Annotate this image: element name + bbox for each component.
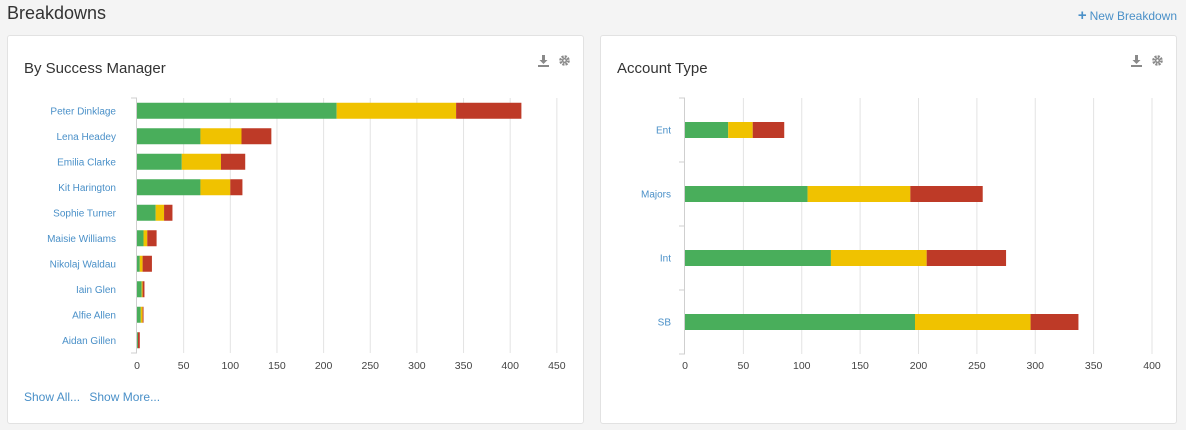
- show-all-link[interactable]: Show All...: [24, 390, 81, 404]
- panel-tools: [1130, 54, 1164, 67]
- panel-links: Show All... Show More...: [24, 390, 166, 404]
- bar-segment[interactable]: [142, 255, 152, 272]
- bar-segment[interactable]: [137, 306, 141, 323]
- success-manager-panel: By Success Manager Peter Dinklage Lena He…: [7, 35, 584, 424]
- bar-segment[interactable]: [752, 122, 785, 138]
- plus-icon: +: [1077, 7, 1087, 24]
- bar-segment[interactable]: [910, 186, 983, 202]
- bar-segment[interactable]: [230, 179, 243, 196]
- bar-segment[interactable]: [220, 153, 246, 170]
- bar-segment[interactable]: [728, 122, 753, 138]
- x-tick-label: 150: [851, 360, 869, 372]
- gear-icon[interactable]: [558, 54, 571, 67]
- category-label[interactable]: Iain Glen: [76, 285, 116, 296]
- x-tick-label: 0: [134, 360, 140, 372]
- new-breakdown-label: New Breakdown: [1089, 9, 1177, 23]
- bar-segment[interactable]: [141, 281, 143, 298]
- bar-segment[interactable]: [200, 179, 231, 196]
- x-tick-label: 300: [1026, 360, 1044, 372]
- bar-segment[interactable]: [137, 153, 182, 170]
- x-tick-label: 100: [222, 360, 240, 372]
- category-label[interactable]: Lena Headey: [57, 132, 117, 143]
- bar-segment[interactable]: [200, 128, 242, 145]
- bar-segment[interactable]: [685, 186, 808, 202]
- x-tick-label: 350: [1085, 360, 1103, 372]
- category-label[interactable]: Emilia Clarke: [57, 157, 116, 168]
- category-label[interactable]: Majors: [641, 190, 671, 201]
- x-tick-label: 450: [548, 360, 566, 372]
- x-tick-label: 250: [968, 360, 986, 372]
- account-type-chart: Ent Majors Int SB 0 50 100 150 200 250 300 350 400: [641, 97, 1161, 372]
- x-tick-label: 300: [408, 360, 426, 372]
- bar-segment[interactable]: [139, 255, 143, 272]
- x-tick-label: 200: [910, 360, 928, 372]
- x-tick-label: 400: [1143, 360, 1161, 372]
- bar-segment[interactable]: [164, 204, 173, 221]
- download-icon[interactable]: [1130, 54, 1143, 67]
- bar-segment[interactable]: [147, 230, 157, 247]
- page-title: Breakdowns: [7, 3, 107, 23]
- bar-segment[interactable]: [137, 255, 140, 272]
- bar-segment[interactable]: [914, 314, 1031, 330]
- bar-segment[interactable]: [685, 122, 729, 138]
- bar-segment[interactable]: [456, 102, 522, 119]
- panel-title: By Success Manager: [24, 60, 166, 77]
- category-label[interactable]: Maisie Williams: [47, 234, 116, 245]
- x-tick-label: 150: [268, 360, 286, 372]
- category-label[interactable]: Alfie Allen: [72, 310, 116, 321]
- bar-segment[interactable]: [155, 204, 165, 221]
- gear-icon[interactable]: [1151, 54, 1164, 67]
- panel-title: Account Type: [617, 60, 708, 77]
- bar-segment[interactable]: [241, 128, 272, 145]
- bar-segment[interactable]: [830, 250, 927, 266]
- account-type-panel: Account Type Ent Majors Int SB 0 50 100 150 200 2…: [600, 35, 1177, 424]
- show-more-link[interactable]: Show More...: [89, 390, 161, 404]
- bar-segment[interactable]: [142, 281, 145, 298]
- x-tick-label: 100: [793, 360, 811, 372]
- x-tick-label: 50: [738, 360, 750, 372]
- x-tick-label: 0: [682, 360, 688, 372]
- bar-segment[interactable]: [137, 281, 142, 298]
- download-icon[interactable]: [537, 54, 550, 67]
- category-label[interactable]: Nikolaj Waldau: [50, 259, 116, 270]
- new-breakdown-button[interactable]: + New Breakdown: [1077, 7, 1177, 24]
- category-label[interactable]: SB: [658, 318, 672, 329]
- category-label[interactable]: Int: [660, 254, 671, 265]
- bar-segment[interactable]: [137, 128, 201, 145]
- bar-segment[interactable]: [137, 179, 201, 196]
- bar-segment[interactable]: [137, 332, 140, 349]
- bar-segment[interactable]: [336, 102, 457, 119]
- bar-segment[interactable]: [807, 186, 911, 202]
- bar-segment[interactable]: [926, 250, 1007, 266]
- x-tick-label: 200: [315, 360, 333, 372]
- x-tick-label: 50: [178, 360, 190, 372]
- panel-tools: [537, 54, 571, 67]
- bar-segment[interactable]: [1030, 314, 1079, 330]
- x-tick-label: 400: [501, 360, 519, 372]
- success-manager-chart: Peter Dinklage Lena Headey Emilia Clarke Ki…: [47, 97, 566, 372]
- x-tick-label: 250: [361, 360, 379, 372]
- category-label[interactable]: Kit Harington: [58, 183, 116, 194]
- bar-segment[interactable]: [685, 314, 915, 330]
- category-label[interactable]: Aidan Gillen: [62, 336, 116, 347]
- category-label[interactable]: Peter Dinklage: [50, 106, 116, 117]
- bar-segment[interactable]: [140, 306, 143, 323]
- bar-segment[interactable]: [143, 230, 148, 247]
- bar-segment[interactable]: [142, 306, 144, 323]
- bar-segment[interactable]: [137, 204, 156, 221]
- bar-segment[interactable]: [181, 153, 221, 170]
- category-label[interactable]: Sophie Turner: [53, 208, 116, 219]
- bar-segment[interactable]: [137, 332, 138, 349]
- bar-segment[interactable]: [685, 250, 831, 266]
- bar-segment[interactable]: [137, 230, 144, 247]
- x-tick-label: 350: [455, 360, 473, 372]
- category-label[interactable]: Ent: [656, 126, 671, 137]
- bar-segment[interactable]: [137, 102, 337, 119]
